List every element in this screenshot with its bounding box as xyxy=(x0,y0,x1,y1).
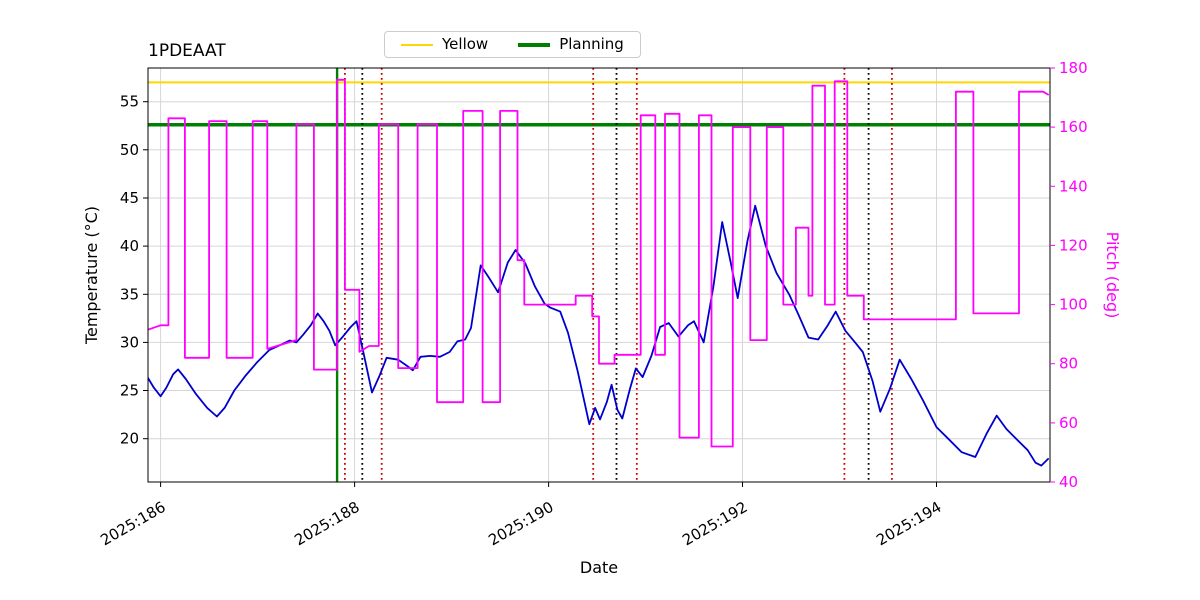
x-axis-label: Date xyxy=(580,558,618,577)
y-tick-label-left: 50 xyxy=(120,141,139,159)
x-tick-label: 2025:186 xyxy=(97,498,168,550)
y-tick-label-right: 180 xyxy=(1059,59,1088,77)
y-tick-label-left: 55 xyxy=(120,93,139,111)
y-tick-label-right: 120 xyxy=(1059,236,1088,254)
y-tick-label-left: 20 xyxy=(120,430,139,448)
x-tick-label: 2025:188 xyxy=(291,498,362,550)
legend-item-yellow: Yellow xyxy=(401,37,488,52)
y-axis-label-right: Pitch (deg) xyxy=(1103,232,1122,319)
y-tick-label-right: 140 xyxy=(1059,177,1088,195)
plot-area: 20 25 30 35 40 45 50 55 40 60 80 100 120 140 160 180 202… xyxy=(97,59,1087,549)
legend-label: Planning xyxy=(559,35,624,53)
y-tick-label-left: 45 xyxy=(120,189,139,207)
x-tick-label: 2025:190 xyxy=(485,498,556,550)
x-tick-label: 2025:194 xyxy=(873,498,944,550)
temperature-line xyxy=(148,204,1049,467)
legend-item-planning: Planning xyxy=(518,37,624,52)
y-tick-label-right: 60 xyxy=(1059,414,1078,432)
y-tick-label-right: 160 xyxy=(1059,118,1088,136)
chart-title: 1PDEAAT xyxy=(148,41,226,61)
x-tick-label: 2025:192 xyxy=(679,498,750,550)
legend: Yellow Planning xyxy=(384,31,641,58)
legend-line-swatch xyxy=(401,43,433,46)
y-tick-label-right: 100 xyxy=(1059,296,1088,314)
y-tick-label-left: 30 xyxy=(120,333,139,351)
axes-frame xyxy=(147,67,1051,483)
y-tick-label-right: 80 xyxy=(1059,355,1078,373)
pitch-line xyxy=(148,78,1049,448)
y-tick-label-left: 25 xyxy=(120,382,139,400)
y-tick-label-left: 35 xyxy=(120,285,139,303)
y-tick-label-left: 40 xyxy=(120,237,139,255)
y-axis-label-left: Temperature (°C) xyxy=(82,206,101,345)
y-tick-label-right: 40 xyxy=(1059,473,1078,491)
legend-label: Yellow xyxy=(442,35,489,53)
legend-line-swatch xyxy=(518,42,551,47)
